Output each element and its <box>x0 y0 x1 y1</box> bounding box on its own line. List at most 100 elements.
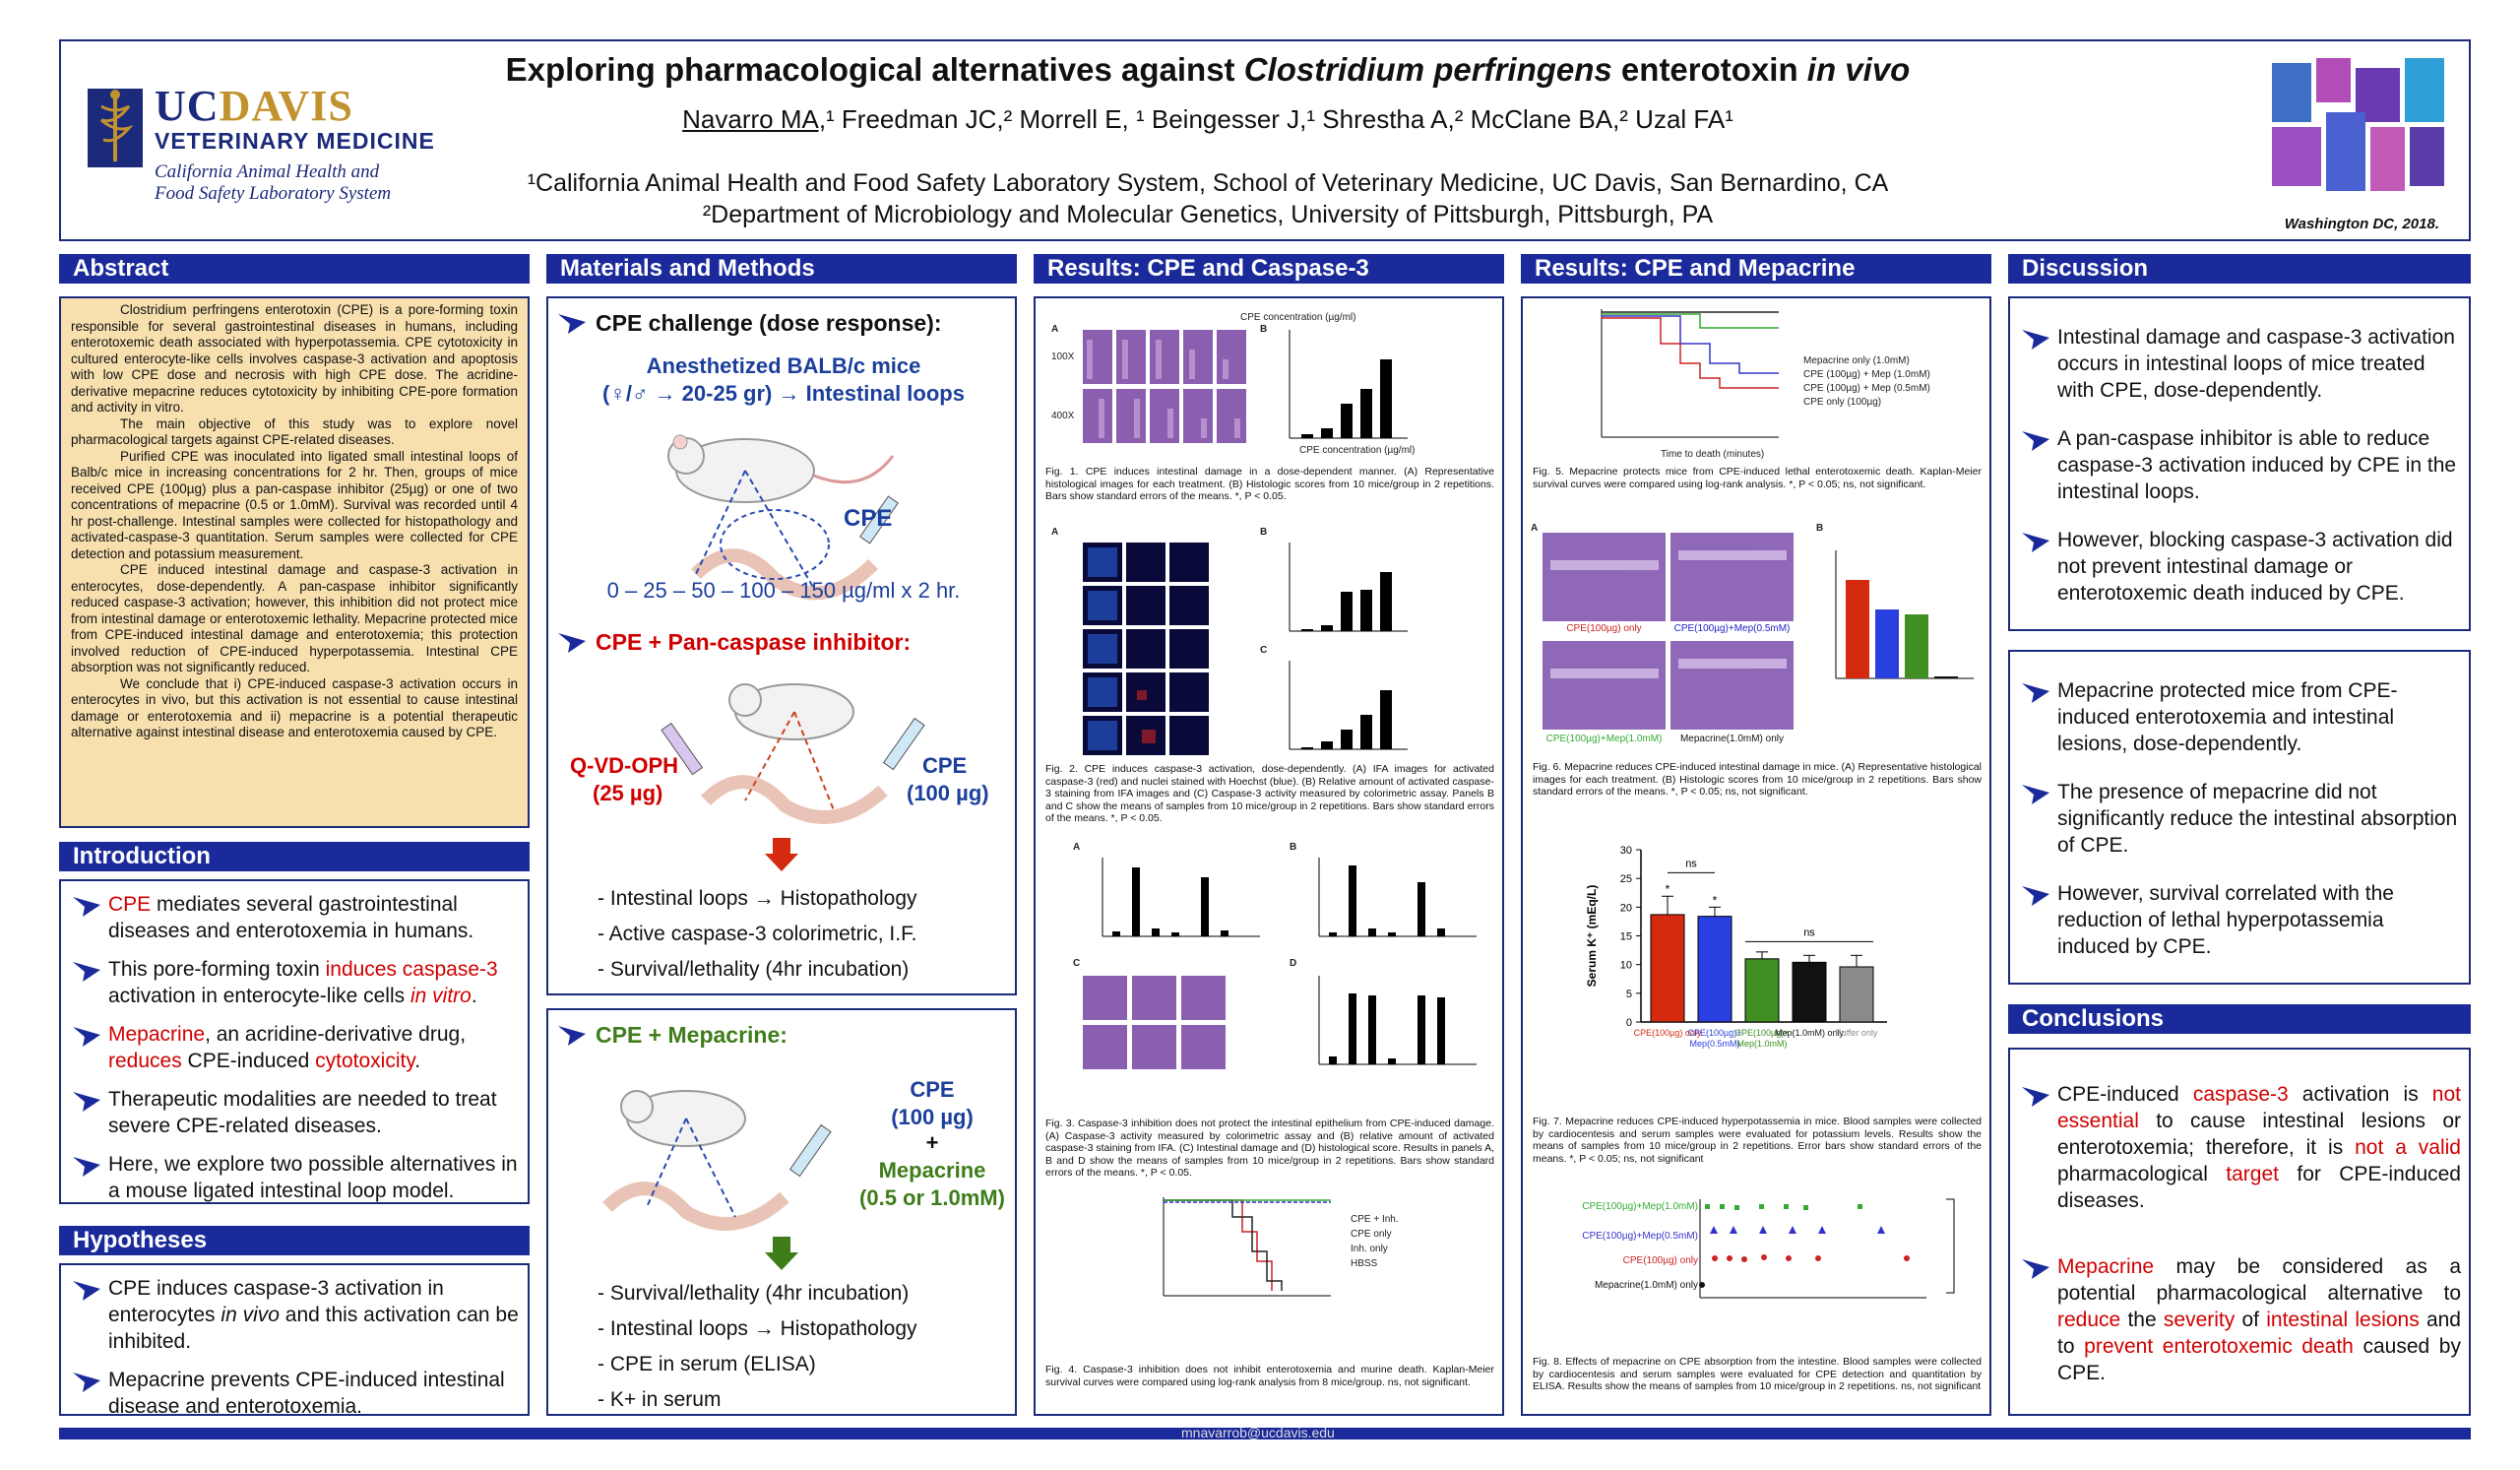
fig6-caption: Fig. 6. Mepacrine reduces CPE-induced in… <box>1533 761 1982 798</box>
intro-bullet: This pore-forming toxin induces caspase-… <box>69 956 520 1009</box>
mm-cpe2-dose: (100 µg) <box>907 781 989 805</box>
hypo-bullet: Mepacrine prevents CPE-induced intestina… <box>69 1367 520 1420</box>
mm-mep: Mepacrine <box>878 1158 986 1182</box>
hypo-heading: Hypotheses <box>59 1226 530 1255</box>
conclusion-bullet: Mepacrine may be considered as a potenti… <box>2018 1253 2461 1386</box>
svg-text:B: B <box>1260 324 1267 335</box>
fig7-annotation: * <box>1666 882 1670 896</box>
svg-text:C: C <box>1260 645 1267 656</box>
fig7-bar <box>1697 916 1732 1023</box>
conclusions-heading: Conclusions <box>2008 1004 2471 1034</box>
svg-text:400X: 400X <box>1051 411 1075 421</box>
mm-qvd-dose: (25 µg) <box>593 781 663 805</box>
meeting-logo: Washington DC, 2018. <box>2262 53 2449 232</box>
fig7-category-label: Mep(1.0mM) <box>1736 1039 1787 1049</box>
fig1-graphic: CPE concentration (µg/ml) 100X 400X B A CP… <box>1051 312 1415 456</box>
fig7-category-label: Mep(1.0mM) only <box>1775 1028 1845 1038</box>
svg-text:CPE concentration (µg/ml): CPE concentration (µg/ml) <box>1299 445 1415 456</box>
arrow-icon <box>2022 533 2049 552</box>
svg-text:B: B <box>1290 842 1296 853</box>
fig5-caption: Fig. 5. Mepacrine protects mice from CPE… <box>1533 466 1982 490</box>
arrow-icon <box>558 314 586 334</box>
svg-text:A: A <box>1051 527 1058 538</box>
affiliations: ¹California Animal Health and Food Safet… <box>527 169 1889 228</box>
hypo-box: CPE induces caspase-3 activation in ente… <box>59 1263 530 1418</box>
fig8-label: CPE(100µg)+Mep(1.0mM) <box>1582 1201 1698 1212</box>
discussion-bullet: However, blocking caspase-3 activation d… <box>2018 527 2461 607</box>
contact-email[interactable]: mnavarrob@ucdavis.edu <box>1181 1425 1335 1440</box>
fig7-category-label: CPE(100µg)+ <box>1688 1028 1742 1038</box>
arrow-icon <box>73 962 100 982</box>
mm-plus: + <box>925 1130 939 1155</box>
arrow-icon <box>2022 683 2049 703</box>
discussion-box-1: Intestinal damage and caspase-3 activati… <box>2008 296 2471 631</box>
fig7-annotation: ns <box>1685 859 1697 870</box>
mm-cpe2: CPE <box>922 753 968 778</box>
fig7-tick-label: 25 <box>1620 873 1632 885</box>
mm-cpe-label: CPE <box>844 505 893 532</box>
fig7-annotation: ns <box>1803 927 1815 939</box>
arrow-icon <box>73 1092 100 1112</box>
arrow-icon <box>73 1281 100 1301</box>
fig7-tick-label: 30 <box>1620 845 1632 857</box>
intro-bullet: Here, we explore two possible alternativ… <box>69 1151 520 1204</box>
fig7-bar <box>1650 914 1685 1023</box>
mouse-illustration <box>667 434 899 601</box>
mm-cpe3-dose: (100 µg) <box>891 1105 974 1129</box>
poster-header: UCDAVIS VETERINARY MEDICINE California A… <box>59 39 2471 241</box>
svg-text:B: B <box>1260 527 1267 538</box>
mouse-illustration <box>602 1090 832 1231</box>
fig6-label: CPE(100µg)+Mep(1.0mM) <box>1545 734 1663 744</box>
mm-heading: Materials and Methods <box>546 254 1017 284</box>
mm-doses: 0 – 25 – 50 – 100 – 150 µg/ml x 2 hr. <box>606 578 961 603</box>
intro-heading: Introduction <box>59 842 530 871</box>
fig7-chart: 0 5 10 15 20 25 30 Serum K⁺ (mEq/L) CPE(100µg) o… <box>1585 845 1887 1049</box>
fig7-tick-label: 15 <box>1620 931 1632 943</box>
fig8-label: CPE(100µg)+Mep(0.5mM) <box>1582 1231 1698 1242</box>
mm-box-2: CPE + Mepacrine: CPE (100 µg) + Mepacrin… <box>546 1008 1017 1416</box>
mm-outcome-list: - Survival/lethality (4hr incubation) - I… <box>598 1282 917 1411</box>
mm-box-1: CPE challenge (dose response): Anestheti… <box>546 296 1017 995</box>
svg-text:A: A <box>1073 842 1080 853</box>
fig7-tick-label: 20 <box>1620 902 1632 914</box>
fig6-label: CPE(100µg) only <box>1566 623 1642 634</box>
results2-box: Time to death (minutes) Mepacrine only (… <box>1521 296 1991 1416</box>
fig7-tick-label: 0 <box>1626 1017 1632 1029</box>
fig7-category-label: CPE(100µg) only <box>1634 1028 1702 1038</box>
conclusions-box: CPE-induced caspase-3 activation is not … <box>2008 1048 2471 1416</box>
svg-text:CPE concentration (µg/ml): CPE concentration (µg/ml) <box>1240 312 1355 323</box>
results1-heading: Results: CPE and Caspase-3 <box>1034 254 1504 284</box>
svg-text:CPE + Inh.: CPE + Inh. <box>1351 1214 1399 1225</box>
fig8-label: Mepacrine(1.0mM) only <box>1594 1280 1698 1291</box>
hypo-bullet: CPE induces caspase-3 activation in ente… <box>69 1275 520 1355</box>
down-arrow-icon <box>765 838 798 871</box>
svg-text:HBSS: HBSS <box>1351 1258 1378 1269</box>
fig4-graphic: CPE + Inh. CPE only Inh. only HBSS <box>1163 1197 1399 1297</box>
arrow-icon <box>558 633 586 653</box>
abstract-heading: Abstract <box>59 254 530 284</box>
mm-mep-dose: (0.5 or 1.0mM) <box>859 1185 1005 1210</box>
fig7-bar <box>1744 958 1780 1023</box>
down-arrow-icon <box>765 1237 798 1270</box>
discussion-heading: Discussion <box>2008 254 2471 284</box>
fig7-tick-label: 10 <box>1620 960 1632 972</box>
svg-text:Inh. only: Inh. only <box>1351 1244 1388 1254</box>
arrow-icon <box>2022 1259 2049 1279</box>
discussion-bullet: A pan-caspase inhibitor is able to reduc… <box>2018 425 2461 505</box>
arrow-icon <box>558 1026 586 1046</box>
arrow-icon <box>73 897 100 917</box>
results2-heading: Results: CPE and Mepacrine <box>1521 254 1991 284</box>
svg-text:100X: 100X <box>1051 352 1075 362</box>
discussion-bullet: Mepacrine protected mice from CPE-induce… <box>2018 677 2461 757</box>
fig7-category-label: CPE(100µg)+ <box>1735 1028 1790 1038</box>
discussion-bullet: Intestinal damage and caspase-3 activati… <box>2018 324 2461 404</box>
arrow-icon <box>2022 785 2049 804</box>
authors: Navarro MA,¹ Freedman JC,² Morrell E, ¹ … <box>682 104 1733 134</box>
mm-subheading: CPE challenge (dose response): <box>596 310 942 336</box>
arrow-icon <box>73 1027 100 1047</box>
discussion-bullet: However, survival correlated with the re… <box>2018 880 2461 960</box>
discussion-bullet: The presence of mepacrine did not signif… <box>2018 779 2461 859</box>
svg-text:CPE (100µg) + Mep (1.0mM): CPE (100µg) + Mep (1.0mM) <box>1803 369 1930 380</box>
fig4-caption: Fig. 4. Caspase-3 inhibition does not in… <box>1045 1364 1494 1388</box>
